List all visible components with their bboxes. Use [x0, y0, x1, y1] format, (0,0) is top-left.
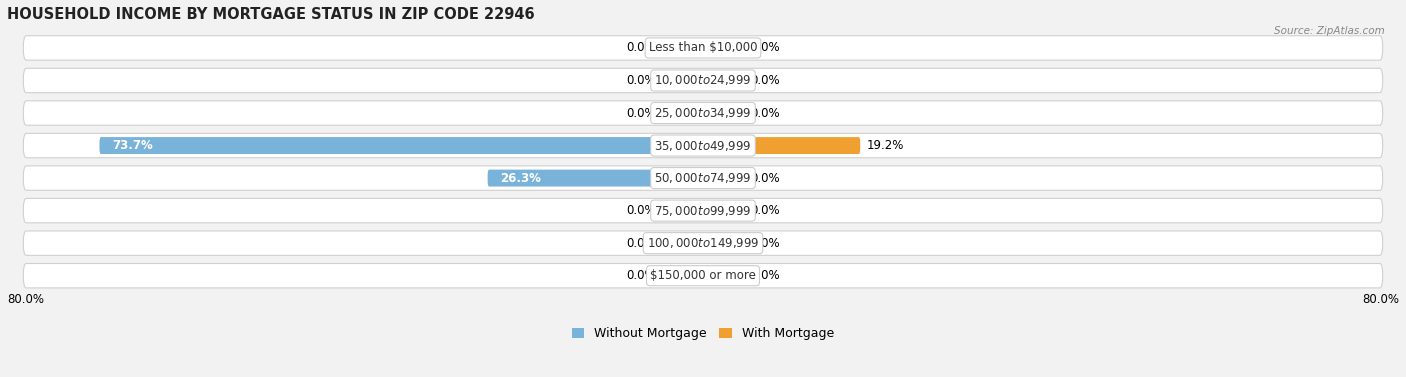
Text: Source: ZipAtlas.com: Source: ZipAtlas.com [1274, 26, 1385, 37]
Legend: Without Mortgage, With Mortgage: Without Mortgage, With Mortgage [567, 322, 839, 345]
Text: 19.2%: 19.2% [866, 139, 904, 152]
Text: 80.0%: 80.0% [1362, 293, 1399, 306]
Text: 0.0%: 0.0% [751, 107, 780, 120]
FancyBboxPatch shape [703, 72, 744, 89]
FancyBboxPatch shape [703, 170, 744, 187]
Text: 0.0%: 0.0% [751, 74, 780, 87]
FancyBboxPatch shape [24, 264, 1382, 288]
Text: 73.7%: 73.7% [111, 139, 152, 152]
FancyBboxPatch shape [662, 40, 703, 57]
FancyBboxPatch shape [703, 235, 744, 251]
Text: 0.0%: 0.0% [626, 74, 655, 87]
FancyBboxPatch shape [703, 137, 860, 154]
Text: 0.0%: 0.0% [626, 269, 655, 282]
Text: $100,000 to $149,999: $100,000 to $149,999 [647, 236, 759, 250]
Text: $10,000 to $24,999: $10,000 to $24,999 [654, 74, 752, 87]
FancyBboxPatch shape [24, 68, 1382, 93]
Text: $50,000 to $74,999: $50,000 to $74,999 [654, 171, 752, 185]
Text: 0.0%: 0.0% [626, 107, 655, 120]
Text: 0.0%: 0.0% [751, 172, 780, 185]
FancyBboxPatch shape [662, 72, 703, 89]
FancyBboxPatch shape [703, 202, 744, 219]
Text: $25,000 to $34,999: $25,000 to $34,999 [654, 106, 752, 120]
FancyBboxPatch shape [100, 137, 703, 154]
FancyBboxPatch shape [24, 231, 1382, 255]
Text: $35,000 to $49,999: $35,000 to $49,999 [654, 139, 752, 153]
FancyBboxPatch shape [488, 170, 703, 187]
Text: 0.0%: 0.0% [751, 269, 780, 282]
Text: $150,000 or more: $150,000 or more [650, 269, 756, 282]
Text: 26.3%: 26.3% [501, 172, 541, 185]
Text: 0.0%: 0.0% [751, 41, 780, 54]
FancyBboxPatch shape [24, 36, 1382, 60]
Text: 0.0%: 0.0% [626, 41, 655, 54]
FancyBboxPatch shape [703, 104, 744, 121]
FancyBboxPatch shape [24, 198, 1382, 223]
Text: $75,000 to $99,999: $75,000 to $99,999 [654, 204, 752, 218]
Text: 0.0%: 0.0% [626, 237, 655, 250]
Text: 0.0%: 0.0% [626, 204, 655, 217]
FancyBboxPatch shape [24, 101, 1382, 125]
FancyBboxPatch shape [662, 202, 703, 219]
FancyBboxPatch shape [662, 235, 703, 251]
Text: 0.0%: 0.0% [751, 204, 780, 217]
Text: 80.0%: 80.0% [7, 293, 44, 306]
FancyBboxPatch shape [24, 133, 1382, 158]
FancyBboxPatch shape [703, 267, 744, 284]
Text: Less than $10,000: Less than $10,000 [648, 41, 758, 54]
FancyBboxPatch shape [662, 104, 703, 121]
FancyBboxPatch shape [703, 40, 744, 57]
Text: HOUSEHOLD INCOME BY MORTGAGE STATUS IN ZIP CODE 22946: HOUSEHOLD INCOME BY MORTGAGE STATUS IN Z… [7, 7, 534, 22]
FancyBboxPatch shape [662, 267, 703, 284]
FancyBboxPatch shape [24, 166, 1382, 190]
Text: 0.0%: 0.0% [751, 237, 780, 250]
